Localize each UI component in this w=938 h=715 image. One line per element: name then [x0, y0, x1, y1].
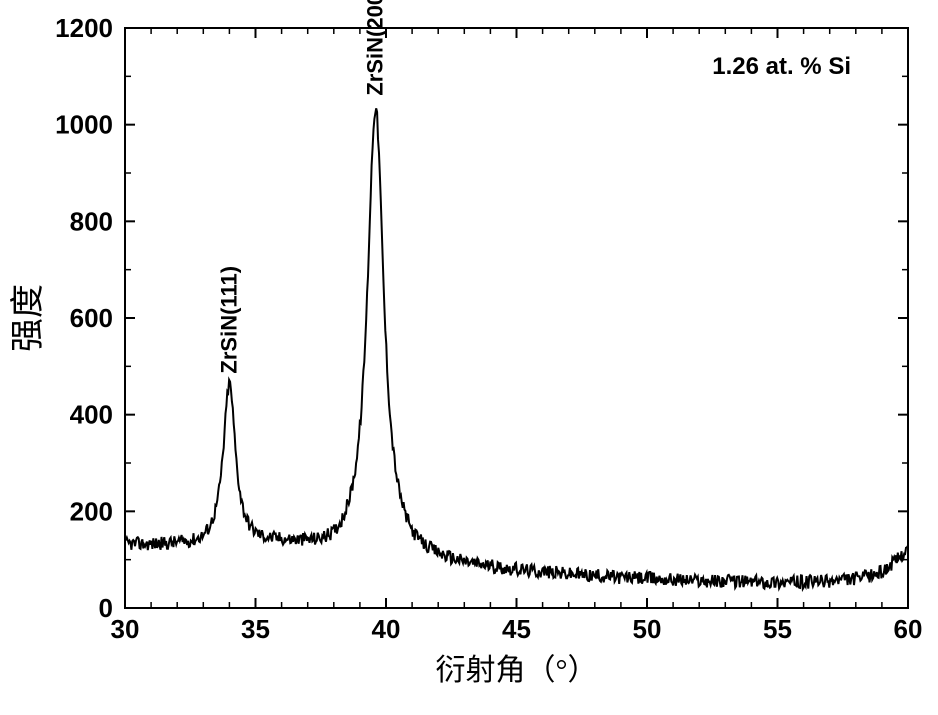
x-tick-label: 60	[894, 614, 923, 644]
y-tick-label: 0	[99, 593, 113, 623]
x-axis-label: 衍射角（°）	[436, 654, 598, 687]
peak-label: ZrSiN(111)	[216, 266, 241, 374]
x-tick-label: 55	[763, 614, 792, 644]
y-tick-label: 400	[70, 400, 113, 430]
y-axis-label: 强度	[9, 284, 47, 352]
x-tick-label: 35	[241, 614, 270, 644]
y-tick-label: 600	[70, 303, 113, 333]
x-tick-label: 40	[372, 614, 401, 644]
y-tick-label: 800	[70, 206, 113, 236]
y-tick-label: 200	[70, 496, 113, 526]
legend-text: 1.26 at. % Si	[712, 53, 851, 80]
y-tick-label: 1000	[55, 110, 113, 140]
xrd-chart: 30354045505560020040060080010001200衍射角（°…	[0, 0, 938, 715]
y-tick-label: 1200	[55, 13, 113, 43]
peak-label: ZrSiN(200)	[363, 0, 388, 96]
x-tick-label: 45	[502, 614, 531, 644]
x-tick-label: 50	[633, 614, 662, 644]
x-tick-label: 30	[111, 614, 140, 644]
